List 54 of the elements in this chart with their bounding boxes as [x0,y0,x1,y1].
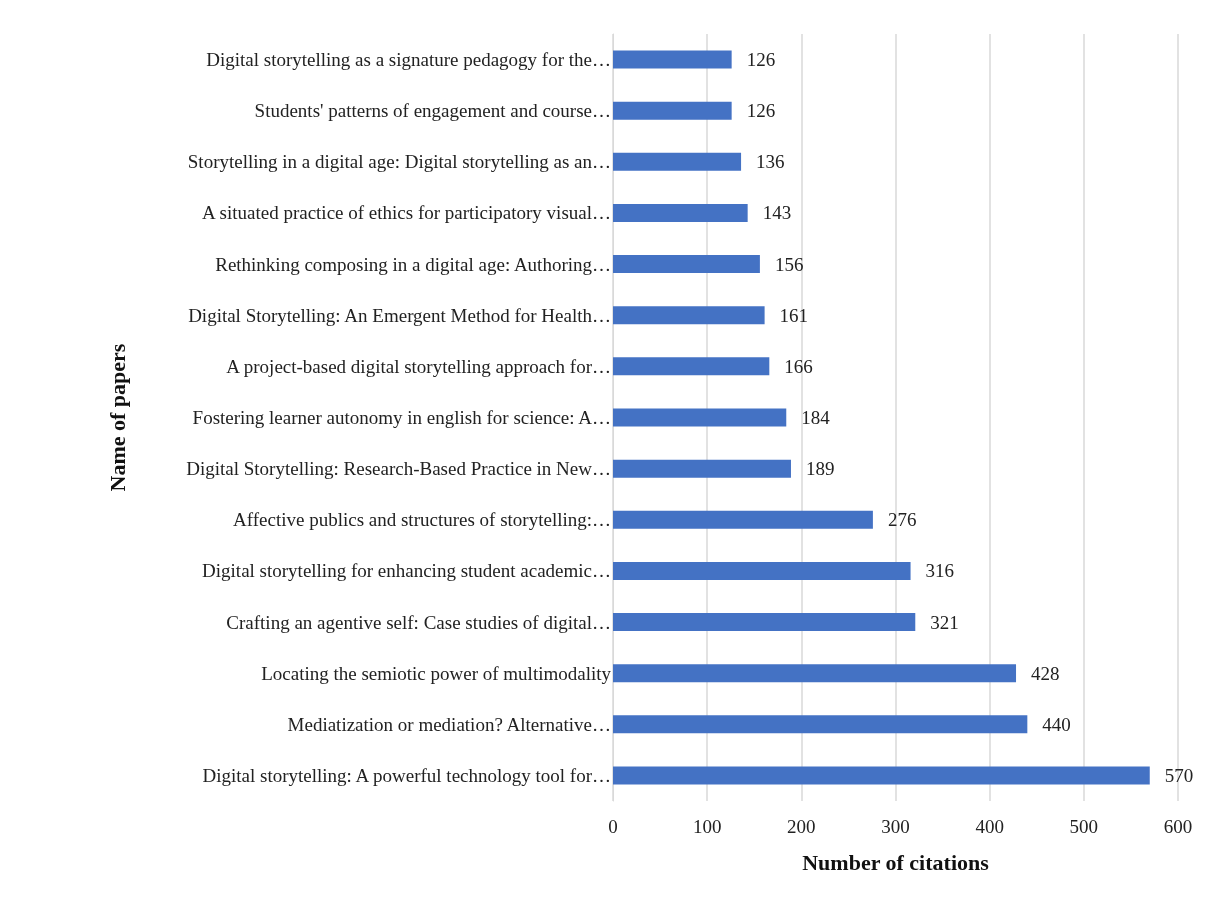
bar [613,306,765,325]
bar [613,613,916,632]
bar [613,152,742,171]
data-label: 126 [746,49,776,71]
y-tick-label: Affective publics and structures of storytelling:… [233,509,611,531]
x-tick-label: 100 [692,816,722,837]
x-axis-title: Number of citations [802,849,990,875]
y-tick-label: Digital storytelling as a signature pedagogy for the… [206,49,611,71]
data-label: 166 [784,355,813,377]
y-tick-label: Digital Storytelling: Research-Based Practice in New… [186,458,611,480]
data-label: 316 [925,560,955,582]
data-label: 161 [779,304,809,326]
x-tick-label: 0 [608,816,618,837]
x-tick-label: 200 [787,816,816,837]
data-label: 184 [801,407,831,428]
bar [613,203,748,222]
data-label: 321 [930,611,959,633]
y-tick-label: Rethinking composing in a digital age: Authoring… [215,253,611,275]
x-tick-label: 400 [975,816,1004,837]
bar [613,357,770,376]
y-tick-label: A project-based digital storytelling approach for… [226,355,611,377]
y-tick-label: Digital storytelling for enhancing student academic… [202,560,611,582]
bar [613,255,760,274]
data-label: 156 [774,253,804,275]
data-label: 136 [756,151,785,173]
bar [613,408,787,427]
data-label: 570 [1164,764,1194,786]
data-label: 143 [762,202,792,224]
bar [613,664,1017,683]
y-tick-label: Crafting an agentive self: Case studies of digital… [226,611,611,633]
data-label: 440 [1042,713,1071,735]
bar [613,510,873,529]
y-tick-label: Locating the semiotic power of multimodality [261,662,612,684]
data-label: 189 [805,458,835,480]
bar [613,101,732,120]
data-label: 276 [887,509,917,531]
y-axis-title: Name of papers [104,343,130,492]
y-tick-label: Mediatization or mediation? Alternative… [287,713,611,735]
x-tick-label: 600 [1163,816,1193,837]
y-tick-label: Digital storytelling: A powerful technology tool for… [202,764,611,786]
x-tick-label: 300 [881,816,910,837]
y-tick-label: Storytelling in a digital age: Digital storytelling as an… [187,151,611,173]
bar [613,766,1150,785]
data-label: 428 [1031,662,1060,684]
bar [613,561,911,580]
x-tick-label: 500 [1069,816,1099,837]
data-label: 126 [746,100,776,122]
y-tick-label: Digital Storytelling: An Emergent Method for Health… [188,304,611,326]
y-tick-label: Fostering learner autonomy in english for science: A… [192,407,611,428]
bar [613,50,732,69]
bar [613,715,1028,734]
y-tick-label: Students' patterns of engagement and course… [254,100,611,122]
y-tick-label: A situated practice of ethics for participatory visual… [202,202,611,224]
bar [613,459,791,478]
